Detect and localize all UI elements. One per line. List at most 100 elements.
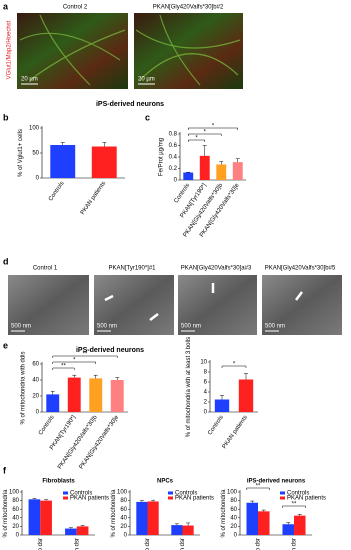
error-bar (297, 514, 302, 516)
error-bar (219, 161, 224, 165)
y-axis-label: % of mitochondria with at least 3 bolls (186, 337, 192, 437)
y-tick-label: 2 (204, 400, 208, 406)
y-tick-label: 20 (32, 394, 39, 400)
bar (136, 501, 148, 535)
y-tick-label: 0.8 (169, 132, 178, 138)
panel-letter: e (3, 340, 8, 350)
sig-label: * (212, 124, 215, 130)
sig-label: * (73, 358, 76, 364)
scale-label: 500 nm (11, 324, 31, 330)
bar (67, 377, 81, 412)
panel-letter: b (3, 112, 9, 122)
error-bar (286, 522, 291, 525)
y-tick-label: 50 (32, 151, 39, 157)
error-bar (80, 525, 85, 527)
legend-swatch (63, 496, 68, 500)
y-tick-label: 80 (230, 498, 237, 504)
bar (258, 511, 270, 535)
y-tick-label: 0 (204, 410, 208, 416)
y-tick-label: 0 (36, 176, 40, 182)
error-bar (250, 500, 255, 503)
y-axis-label: % of mitochondria (3, 489, 9, 538)
bar (110, 380, 124, 412)
x-tick-label: no dsr (256, 538, 262, 550)
error-bar (139, 500, 144, 502)
section-title: iPS-derived neurons (96, 101, 164, 108)
y-tick-label: 0.4 (169, 155, 178, 161)
sig-label: ** (61, 364, 66, 370)
bar (40, 500, 52, 535)
error-bar (32, 498, 37, 500)
legend-label: PKAN patients (287, 496, 326, 502)
image-title: PKAN[Gly420Valfs*30]b#2 (153, 5, 224, 11)
chart-title: iPS-derived neurons (247, 479, 306, 485)
y-tick-label: 20 (12, 524, 19, 530)
scale-label: 20 µm (21, 77, 38, 83)
bar (65, 528, 77, 535)
y-tick-label: 0 (174, 178, 178, 184)
sig-label: * (204, 130, 207, 136)
sig-bracket (188, 139, 205, 142)
micrograph (134, 13, 243, 89)
error-bar (102, 142, 107, 147)
y-tick-label: 40 (120, 515, 127, 521)
bar (246, 502, 258, 535)
bar (232, 162, 243, 180)
bar (89, 378, 103, 412)
stain-label: VGlut1/Map2/Hoechst (7, 20, 13, 79)
bar (76, 526, 89, 535)
panel-letter: a (3, 1, 9, 11)
y-tick-label: 0.6 (169, 143, 178, 149)
error-bar (202, 145, 207, 156)
micrograph (94, 275, 174, 335)
y-tick-label: 0 (234, 533, 238, 539)
y-tick-label: 100 (29, 126, 40, 132)
error-bar (68, 527, 73, 529)
image-title: PKAN[Gly420Valfs*30]a#3 (181, 266, 252, 272)
sig-label: ** (292, 502, 297, 508)
bar (294, 515, 306, 535)
bar (214, 399, 230, 412)
scale-label: 500 nm (181, 324, 201, 330)
y-tick-label: 60 (12, 507, 19, 513)
chart-title: Fibroblasts (42, 479, 75, 485)
y-tick-label: 100 (227, 490, 238, 496)
y-tick-label: 100 (117, 490, 128, 496)
legend-label: Controls (70, 491, 92, 497)
x-tick-label: PKAN patients (222, 415, 249, 450)
bar (199, 155, 210, 180)
sig-label: ** (256, 484, 261, 490)
error-bar (60, 142, 65, 145)
panel-letter: c (145, 112, 150, 122)
sig-bracket (188, 133, 222, 136)
x-tick-label: Controls (38, 415, 56, 437)
bar (91, 146, 117, 178)
y-tick-label: 20 (230, 524, 237, 530)
sig-label: * (233, 362, 236, 368)
bar (46, 394, 60, 412)
error-bar (186, 522, 191, 526)
y-tick-label: 0 (16, 533, 20, 539)
error-bar (50, 390, 55, 395)
y-tick-label: 40 (12, 515, 19, 521)
legend-swatch (63, 491, 68, 495)
y-tick-label: 60 (230, 507, 237, 513)
legend-label: PKAN patients (175, 496, 214, 502)
section-title: iPS-derived neurons (76, 347, 144, 354)
error-bar (174, 523, 179, 526)
x-tick-label: with dsr (180, 538, 186, 550)
y-tick-label: 0 (36, 410, 40, 416)
image: 500 nm (178, 275, 257, 335)
sig-bracket (221, 365, 247, 368)
image: 500 nm (94, 275, 174, 335)
error-bar (44, 499, 49, 501)
texture (19, 14, 126, 86)
image-title: Control 1 (33, 266, 58, 272)
y-tick-label: 60 (120, 507, 127, 513)
bar (183, 172, 194, 180)
x-tick-label: Controls (207, 415, 225, 437)
bar (28, 499, 41, 535)
sig-bracket (52, 361, 96, 364)
